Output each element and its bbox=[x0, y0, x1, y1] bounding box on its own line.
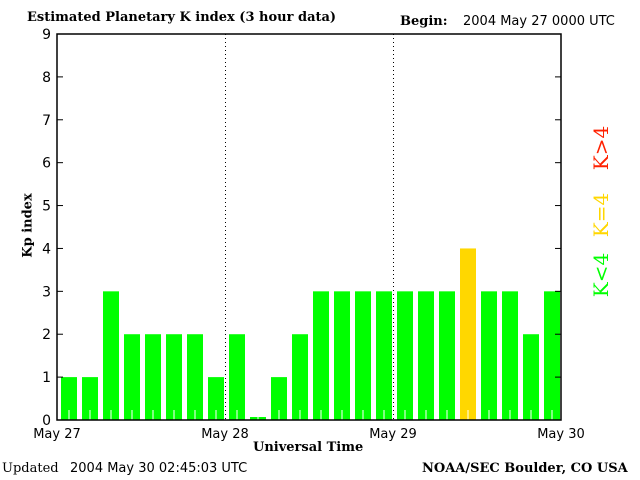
y-axis-label: Kp index bbox=[20, 193, 36, 258]
legend-above: K>4 bbox=[589, 126, 613, 170]
updated-label: Updated bbox=[2, 461, 59, 476]
legend-below: K<4 bbox=[589, 253, 613, 297]
chart-title: Estimated Planetary K index (3 hour data… bbox=[27, 10, 337, 25]
x-tick-label: May 29 bbox=[369, 427, 417, 442]
bar bbox=[313, 291, 329, 420]
bar bbox=[502, 291, 518, 420]
bar bbox=[334, 291, 350, 420]
y-tick-label: 7 bbox=[42, 113, 51, 129]
updated-value: 2004 May 30 02:45:03 UTC bbox=[70, 461, 248, 476]
x-axis-label: Universal Time bbox=[253, 440, 364, 455]
y-tick-label: 4 bbox=[42, 241, 51, 257]
bar bbox=[208, 377, 224, 420]
y-tick-label: 2 bbox=[42, 327, 51, 343]
bar bbox=[460, 248, 476, 420]
y-tick-label: 9 bbox=[42, 27, 51, 43]
bar bbox=[355, 291, 371, 420]
x-tick-label: May 27 bbox=[33, 427, 81, 442]
y-tick-label: 3 bbox=[42, 284, 51, 300]
bar bbox=[103, 291, 119, 420]
x-tick-label: May 28 bbox=[201, 427, 249, 442]
x-tick-label: May 30 bbox=[537, 427, 585, 442]
y-tick-label: 5 bbox=[42, 199, 51, 215]
bar bbox=[124, 334, 140, 420]
bar bbox=[61, 377, 77, 420]
plot-frame bbox=[56, 33, 562, 421]
bar bbox=[271, 377, 287, 420]
bar bbox=[82, 377, 98, 420]
bar bbox=[439, 291, 455, 420]
bar bbox=[523, 334, 539, 420]
bar bbox=[418, 291, 434, 420]
y-tick-label: 1 bbox=[42, 370, 51, 386]
begin-value: 2004 May 27 0000 UTC bbox=[463, 14, 615, 29]
y-tick-label: 8 bbox=[42, 70, 51, 86]
bar bbox=[397, 291, 413, 420]
bar bbox=[292, 334, 308, 420]
y-tick-label: 6 bbox=[42, 156, 51, 172]
bar bbox=[229, 334, 245, 420]
bar bbox=[187, 334, 203, 420]
bar bbox=[166, 334, 182, 420]
bar bbox=[145, 334, 161, 420]
bar bbox=[544, 291, 560, 420]
bar bbox=[481, 291, 497, 420]
source-label: NOAA/SEC Boulder, CO USA bbox=[422, 461, 628, 476]
y-tick-label: 0 bbox=[42, 413, 51, 429]
legend-equal: K=4 bbox=[589, 193, 613, 237]
bar bbox=[376, 291, 392, 420]
begin-label: Begin: bbox=[400, 14, 448, 29]
